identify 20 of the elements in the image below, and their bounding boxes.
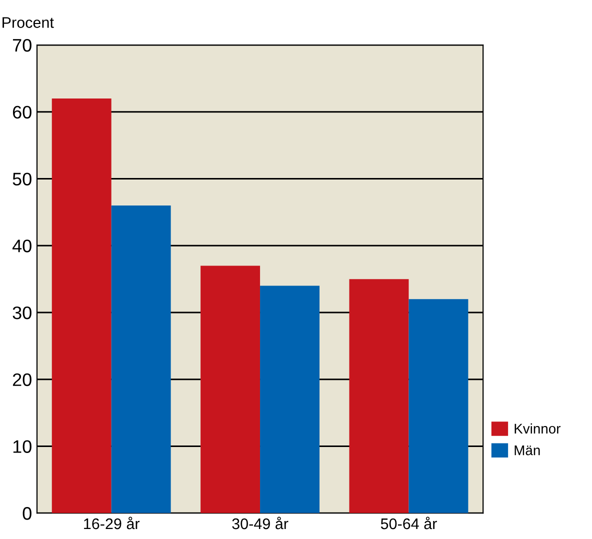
x-tick-label: 50-64 år (380, 516, 437, 530)
bar (408, 299, 468, 514)
y-tick-label: 10 (13, 440, 32, 453)
y-tick-label: 0 (22, 507, 32, 520)
bar (260, 286, 320, 514)
legend-label: Kvinnor (514, 423, 560, 434)
y-tick-label: 30 (12, 306, 32, 320)
y-tick-label: 60 (12, 106, 32, 119)
bar (200, 266, 260, 514)
legend-label: Män (514, 446, 540, 456)
bar (52, 98, 112, 514)
y-tick-label: 40 (12, 240, 32, 252)
bar (349, 279, 409, 514)
bar (111, 206, 171, 514)
x-tick-label: 16-29 år (84, 516, 140, 530)
y-tick-label: 50 (12, 172, 32, 186)
y-tick-label: 70 (12, 38, 32, 52)
x-tick-label: 30-49 år (232, 516, 288, 530)
y-tick-label: 20 (12, 373, 32, 386)
y-axis-title: Procent (2, 17, 54, 28)
